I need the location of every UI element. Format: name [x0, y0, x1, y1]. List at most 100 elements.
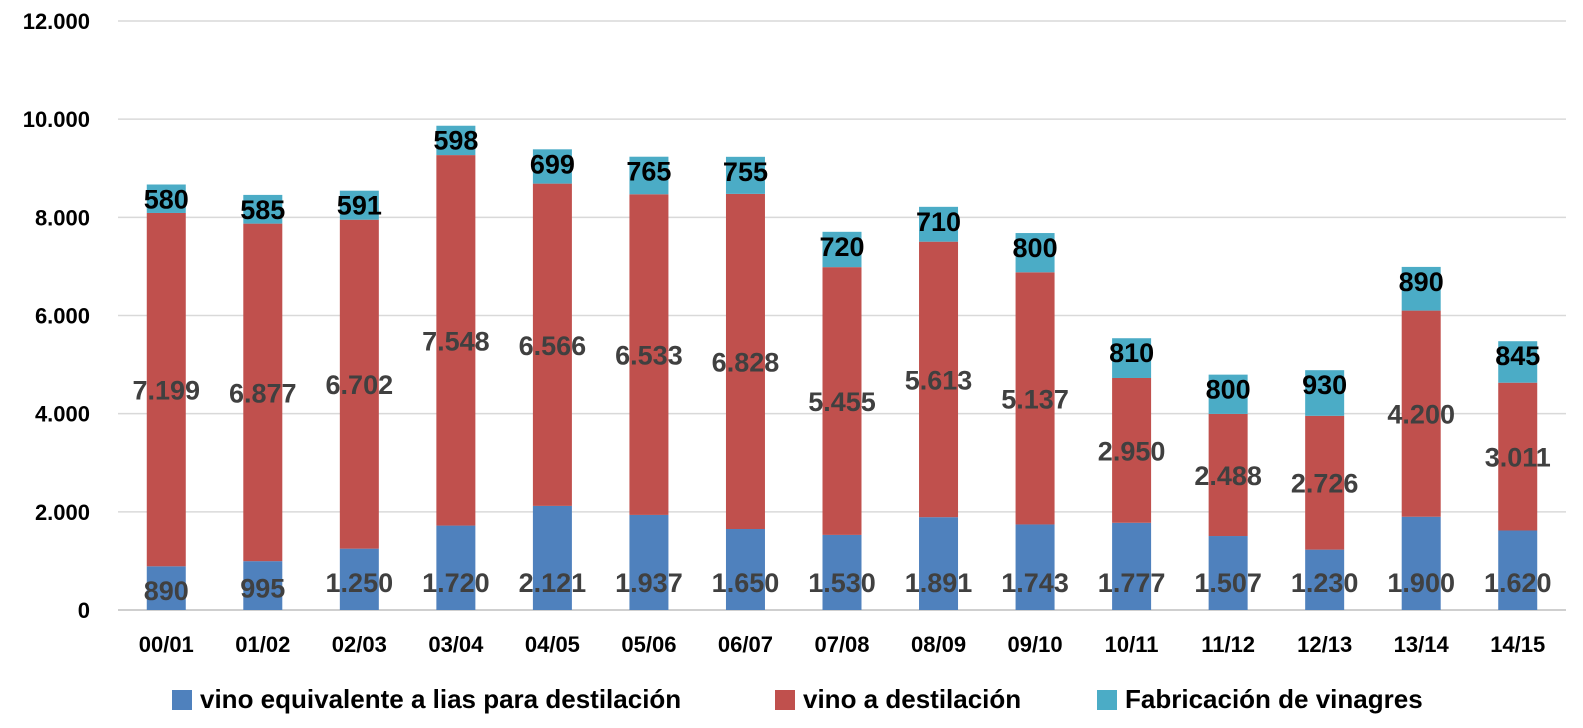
label-vinagres: 810 [1109, 338, 1154, 368]
bar-lias [725, 529, 765, 610]
y-tick-label: 8.000 [35, 205, 90, 230]
label-vinagres: 585 [240, 195, 285, 225]
label-lias: 1.250 [326, 568, 394, 598]
bar-lias [532, 505, 572, 610]
bar-lias [629, 514, 669, 610]
bar-lias [1305, 549, 1345, 610]
x-tick-label: 09/10 [1008, 632, 1063, 657]
bar-lias [146, 566, 186, 610]
legend-item-vinagres: Fabricación de vinagres [1097, 684, 1423, 715]
x-tick-label: 14/15 [1490, 632, 1545, 657]
label-lias: 1.620 [1484, 568, 1552, 598]
y-tick-label: 2.000 [35, 500, 90, 525]
label-lias: 890 [144, 576, 189, 606]
label-destilacion: 6.566 [519, 331, 587, 361]
label-destilacion: 6.828 [712, 347, 780, 377]
bar-vinagres [1015, 233, 1055, 273]
label-lias: 995 [240, 574, 285, 604]
legend-label-vinagres: Fabricación de vinagres [1125, 684, 1423, 714]
y-tick-label: 10.000 [23, 107, 90, 132]
bar-vinagres [919, 206, 959, 242]
bar-lias [1498, 530, 1538, 610]
stacked-bar-chart: 0 2.000 4.000 6.000 8.000 10.000 12.000 890 7.19… [23, 9, 1566, 657]
legend-swatch-destilacion [775, 689, 795, 710]
chart-legend: vino equivalente a lias para destilación… [0, 684, 1583, 724]
label-destilacion: 5.455 [808, 387, 876, 417]
label-vinagres: 598 [433, 126, 478, 156]
label-destilacion: 7.199 [132, 376, 200, 406]
bar-vinagres [1112, 338, 1152, 378]
bar-lias [436, 525, 476, 610]
label-lias: 1.937 [615, 568, 683, 598]
x-tick-label: 10/11 [1105, 632, 1159, 657]
bar-destilacion [1208, 413, 1248, 537]
legend-item-destilacion: vino a destilación [775, 684, 1021, 715]
x-tick-label: 12/13 [1297, 632, 1352, 657]
bar-destilacion [243, 223, 283, 562]
label-vinagres: 845 [1495, 341, 1540, 371]
label-lias: 1.743 [1001, 568, 1069, 598]
label-vinagres: 800 [1013, 233, 1058, 263]
label-destilacion: 4.200 [1387, 400, 1455, 430]
legend-swatch-vinagres [1097, 689, 1117, 710]
label-destilacion: 2.950 [1098, 436, 1166, 466]
legend-item-lias: vino equivalente a lias para destilación [172, 684, 681, 715]
bar-vinagres [532, 149, 572, 184]
legend-label-destilacion: vino a destilación [803, 684, 1022, 714]
label-lias: 1.900 [1387, 568, 1455, 598]
label-vinagres: 720 [819, 232, 864, 262]
bar-vinagres [436, 125, 476, 156]
x-tick-label: 06/07 [718, 632, 773, 657]
bar-vinagres [725, 156, 765, 194]
label-lias: 2.121 [519, 568, 587, 598]
y-tick-label: 12.000 [23, 9, 90, 34]
bar-destilacion [725, 193, 765, 530]
bar-lias [1401, 516, 1441, 610]
bar-destilacion [146, 212, 186, 567]
bar-destilacion [1112, 377, 1152, 523]
label-lias: 1.230 [1291, 568, 1359, 598]
label-lias: 1.777 [1098, 568, 1166, 598]
x-tick-label: 13/14 [1394, 632, 1450, 657]
y-tick-label: 0 [78, 598, 90, 623]
label-vinagres: 755 [723, 157, 768, 187]
y-tick-label: 4.000 [35, 402, 90, 427]
x-tick-label: 11/12 [1201, 632, 1255, 657]
bar-destilacion [1498, 382, 1538, 531]
bar-vinagres [243, 194, 283, 224]
bar-lias [1112, 522, 1152, 610]
label-destilacion: 6.877 [229, 378, 297, 408]
label-vinagres: 699 [530, 149, 575, 179]
label-destilacion: 5.137 [1001, 384, 1069, 414]
bar-destilacion [436, 155, 476, 526]
x-tick-label: 03/04 [428, 632, 484, 657]
label-destilacion: 2.726 [1291, 469, 1359, 499]
legend-label-lias: vino equivalente a lias para destilación [200, 684, 682, 714]
x-tick-label: 01/02 [235, 632, 290, 657]
label-destilacion: 3.011 [1485, 443, 1551, 473]
x-tick-label: 05/06 [621, 632, 676, 657]
bar-vinagres [339, 190, 379, 220]
label-destilacion: 7.548 [422, 326, 490, 356]
bar-vinagres [1401, 266, 1441, 311]
x-tick-label: 00/01 [139, 632, 194, 657]
label-lias: 1.891 [905, 568, 973, 598]
bar-destilacion [1401, 310, 1441, 517]
bar-vinagres [146, 184, 186, 213]
bar-lias [1208, 536, 1248, 610]
bar-vinagres [1305, 370, 1345, 416]
bar-destilacion [1305, 415, 1345, 550]
label-destilacion: 5.613 [905, 365, 973, 395]
bar-destilacion [532, 183, 572, 506]
bar-lias [919, 517, 959, 610]
bar-lias [243, 561, 283, 610]
label-vinagres: 580 [144, 184, 189, 214]
label-vinagres: 890 [1399, 267, 1444, 297]
label-vinagres: 710 [916, 207, 961, 237]
x-tick-label: 02/03 [332, 632, 387, 657]
label-lias: 1.650 [712, 568, 780, 598]
label-vinagres: 930 [1302, 370, 1347, 400]
bar-vinagres [1498, 341, 1538, 383]
x-tick-label: 07/08 [814, 632, 869, 657]
label-destilacion: 6.702 [326, 370, 394, 400]
